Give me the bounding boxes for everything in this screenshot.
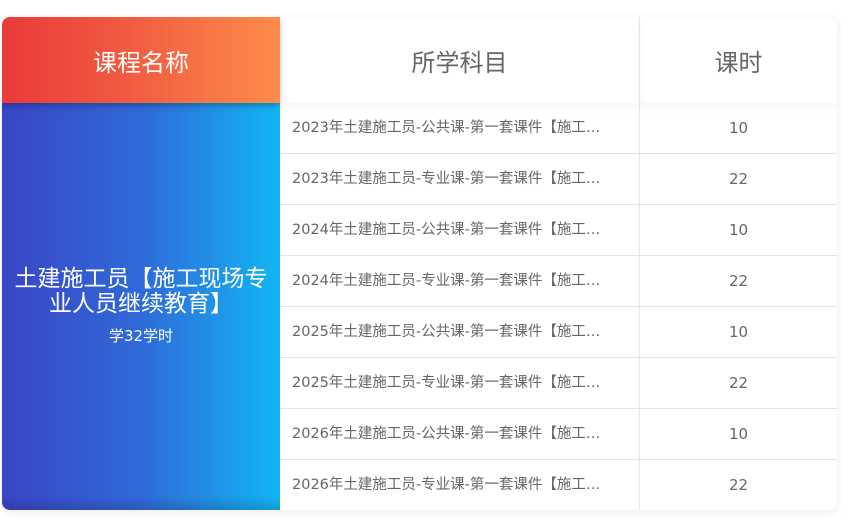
table-row: 2025年土建施工员-公共课-第一套课件【施工… 10 xyxy=(280,307,837,358)
subject-name[interactable]: 2024年土建施工员-公共课-第一套课件【施工… xyxy=(280,205,640,255)
subject-name[interactable]: 2024年土建施工员-专业课-第一套课件【施工… xyxy=(280,256,640,306)
subject-hours: 22 xyxy=(728,272,749,290)
subject-hours: 22 xyxy=(728,476,749,494)
table-row: 2023年土建施工员-公共课-第一套课件【施工… 10 xyxy=(280,103,837,154)
course-title: 土建施工员【施工现场专业人员继续教育】 xyxy=(14,266,268,317)
table-row: 2026年土建施工员-公共课-第一套课件【施工… 10 xyxy=(280,409,837,460)
course-cell: 土建施工员【施工现场专业人员继续教育】 学32学时 xyxy=(2,103,280,510)
subject-name[interactable]: 2025年土建施工员-公共课-第一套课件【施工… xyxy=(280,307,640,357)
subject-list: 2023年土建施工员-公共课-第一套课件【施工… 10 2023年土建施工员-专业课… xyxy=(280,103,837,510)
subject-name[interactable]: 2026年土建施工员-公共课-第一套课件【施工… xyxy=(280,409,640,459)
subject-hours: 10 xyxy=(728,221,749,239)
subject-hours: 22 xyxy=(728,374,749,392)
header-subject: 所学科目 xyxy=(280,17,640,103)
table-row: 2023年土建施工员-专业课-第一套课件【施工… 22 xyxy=(280,154,837,205)
header-hours: 课时 xyxy=(640,17,837,103)
subject-name[interactable]: 2023年土建施工员-公共课-第一套课件【施工… xyxy=(280,103,640,153)
subject-name[interactable]: 2025年土建施工员-专业课-第一套课件【施工… xyxy=(280,358,640,408)
table-row: 2024年土建施工员-专业课-第一套课件【施工… 22 xyxy=(280,256,837,307)
subject-hours: 10 xyxy=(728,425,749,443)
table-row: 2025年土建施工员-专业课-第一套课件【施工… 22 xyxy=(280,358,837,409)
subject-hours: 10 xyxy=(728,119,749,137)
subject-hours: 10 xyxy=(728,323,749,341)
course-total-hours: 学32学时 xyxy=(108,327,174,345)
table-row: 2026年土建施工员-专业课-第一套课件【施工… 22 xyxy=(280,460,837,510)
subject-name[interactable]: 2026年土建施工员-专业课-第一套课件【施工… xyxy=(280,460,640,510)
subject-hours: 22 xyxy=(728,170,749,188)
subject-name[interactable]: 2023年土建施工员-专业课-第一套课件【施工… xyxy=(280,154,640,204)
course-table: 课程名称 所学科目 课时 土建施工员【施工现场专业人员继续教育】 学32学时 2… xyxy=(2,17,837,510)
table-row: 2024年土建施工员-公共课-第一套课件【施工… 10 xyxy=(280,205,837,256)
header-course-name: 课程名称 xyxy=(2,17,280,103)
